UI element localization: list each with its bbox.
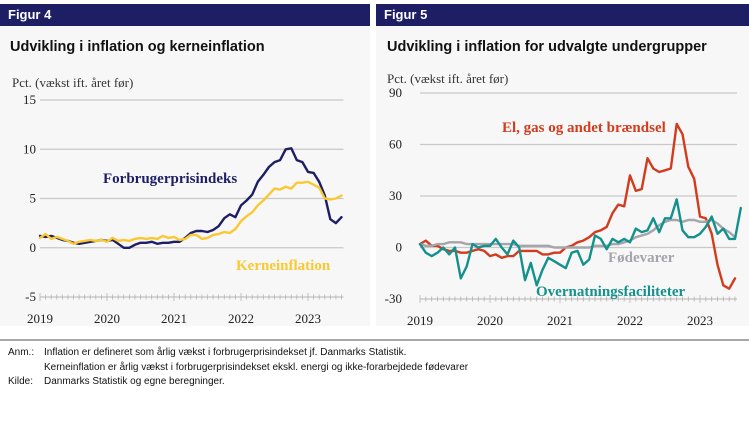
y-axis-label: Pct. (vækst ift. året før) (387, 71, 508, 86)
note-anm-text-1: Inflation er defineret som årlig vækst i… (44, 347, 407, 358)
x-tick-label: 2021 (161, 311, 187, 326)
y-tick-label: 15 (23, 92, 36, 107)
x-tick-label: 2019 (407, 313, 433, 326)
series-line-forbrugerprisindeks (38, 147, 343, 250)
y-tick-label: 30 (389, 188, 402, 203)
x-tick-label: 2020 (477, 313, 503, 326)
note-anm-text-2: Kerneinflation er årlig vækst i forbruge… (44, 361, 469, 373)
x-tick-label: 2023 (295, 311, 321, 326)
x-tick-label: 2019 (27, 311, 53, 326)
note-anm-row-2: Kerneinflation er årlig vækst i forbruge… (8, 361, 468, 376)
series-label-kerneinflation: Kerneinflation (236, 258, 331, 274)
series-label-el-gas-og-andet-brændsel: El, gas og andet brændsel (502, 120, 666, 136)
series-line-kerneinflation (38, 180, 343, 246)
y-axis-label: Pct. (vækst ift. året før) (12, 75, 133, 90)
y-tick-label: -30 (385, 291, 402, 306)
series-label-fødevarer: Fødevarer (608, 250, 675, 266)
series-line-overnatningsfaciliteter (418, 198, 742, 287)
y-tick-label: 0 (30, 240, 37, 255)
x-tick-label: 2023 (687, 313, 713, 326)
y-tick-label: -5 (25, 289, 36, 304)
y-tick-label: 90 (389, 85, 402, 100)
chart-notes: Anm.: Inflation er defineret som årlig v… (8, 346, 468, 390)
y-tick-label: 60 (389, 137, 402, 152)
footer-divider (0, 339, 749, 341)
figure-4-title: Udvikling i inflation og kerneinflation (10, 39, 265, 55)
note-anm-key: Anm.: (8, 347, 35, 358)
x-tick-label: 2022 (228, 311, 254, 326)
series-label-forbrugerprisindeks: Forbrugerprisindeks (103, 171, 237, 187)
x-tick-label: 2020 (94, 311, 120, 326)
figure-4-panel: Figur 4 Udvikling i inflation og kernein… (0, 4, 370, 326)
figure-5-panel: Figur 5 Udvikling i inflation for udvalg… (376, 4, 749, 326)
figure-5-chart: Pct. (vækst ift. året før)90 60 30 0 -30 2019… (385, 71, 742, 326)
y-tick-label: 0 (396, 240, 403, 255)
y-tick-label: 5 (30, 191, 37, 206)
note-kilde-row: Kilde: Danmarks Statistik og egne beregn… (8, 375, 468, 390)
y-tick-label: 10 (23, 141, 36, 156)
x-tick-label: 2022 (617, 313, 643, 326)
figure-5-title: Udvikling i inflation for udvalgte under… (387, 39, 707, 55)
figure-5-label: Figur 5 (376, 4, 749, 26)
figure-4-label: Figur 4 (0, 4, 370, 26)
series-line-el-gas-og-andet-brændsel (418, 122, 737, 290)
note-kilde-key: Kilde: (8, 376, 34, 387)
note-kilde-text: Danmarks Statistik og egne beregninger. (44, 376, 225, 387)
series-label-overnatningsfaciliteter: Overnatningsfaciliteter (536, 284, 685, 300)
figure-4-chart: Pct. (vækst ift. året før) 15 10 5 0 -5 2019 20… (12, 75, 344, 326)
note-anm-row-1: Anm.: Inflation er defineret som årlig v… (8, 346, 468, 361)
x-tick-label: 2021 (547, 313, 573, 326)
